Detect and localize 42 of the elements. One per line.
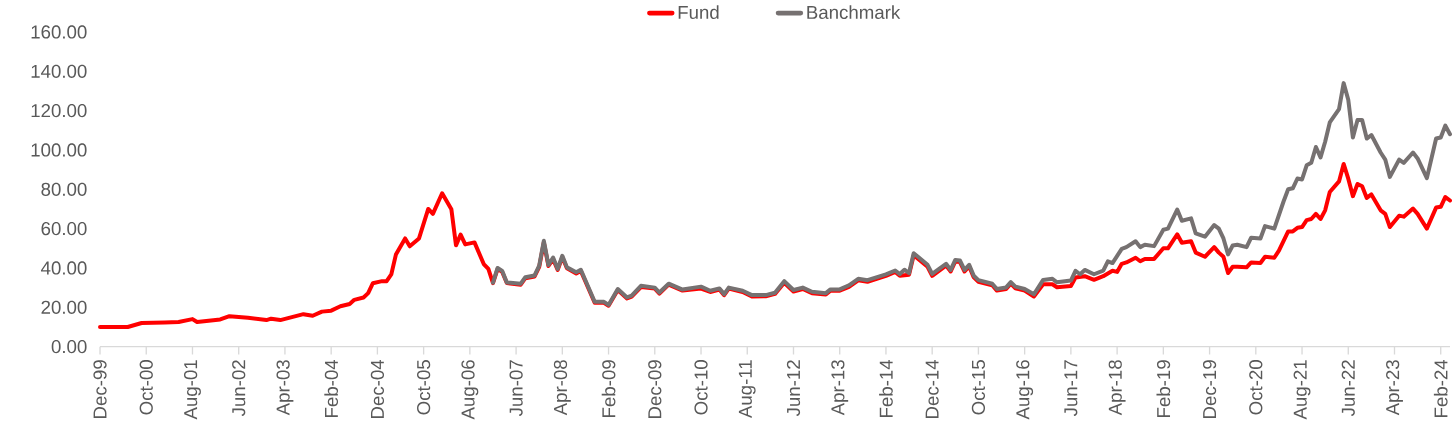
line-series xyxy=(490,81,1452,308)
x-tick-label: Feb-24 xyxy=(1433,360,1448,418)
x-tick-label: Jun-07 xyxy=(509,360,523,417)
legend-label: Fund xyxy=(678,5,719,20)
x-tick-label: Feb-04 xyxy=(324,360,339,418)
y-tick-label: 40.00 xyxy=(41,261,87,275)
x-tick-label: Feb-14 xyxy=(879,360,893,418)
x-tick-label: Dec-99 xyxy=(93,360,107,419)
y-tick-label: 80.00 xyxy=(41,182,87,197)
x-tick-label: Apr-03 xyxy=(276,360,294,416)
x-tick-label: Oct-05 xyxy=(417,360,431,415)
x-tick-label: Dec-04 xyxy=(370,360,385,419)
y-tick-label: 0.00 xyxy=(51,340,87,354)
x-tick-label: Dec-09 xyxy=(648,360,662,419)
x-tick-label: Dec-14 xyxy=(925,360,939,419)
x-tick-label: Apr-08 xyxy=(553,360,571,416)
y-tick-label: 100.00 xyxy=(31,143,87,157)
x-tick-label: Aug-01 xyxy=(184,360,201,420)
x-tick-label: Apr-18 xyxy=(1108,360,1126,416)
y-tick-label: 140.00 xyxy=(31,64,87,79)
x-tick-label: Oct-10 xyxy=(694,360,708,415)
x-tick-label: Apr-13 xyxy=(831,360,849,416)
x-tick-label: Jun-17 xyxy=(1064,360,1078,417)
legend-label: Banchmark xyxy=(807,5,901,20)
x-tick-label: Aug-16 xyxy=(1016,360,1034,420)
x-tick-label: Aug-06 xyxy=(461,360,479,420)
x-tick-label: Oct-15 xyxy=(971,360,986,415)
x-tick-label: Jun-12 xyxy=(786,360,801,417)
x-tick-label: Oct-20 xyxy=(1249,360,1263,415)
y-tick-label: 60.00 xyxy=(41,222,87,236)
x-tick-label: Apr-23 xyxy=(1386,360,1403,416)
y-tick-label: 20.00 xyxy=(41,300,87,315)
x-tick-label: Oct-00 xyxy=(139,360,153,415)
y-tick-label: 160.00 xyxy=(31,25,87,39)
y-tick-label: 120.00 xyxy=(31,104,87,118)
x-tick-label: Feb-19 xyxy=(1156,360,1171,418)
x-tick-label: Jun-22 xyxy=(1341,360,1355,417)
x-tick-label: Aug-11 xyxy=(738,360,756,419)
x-tick-label: Feb-09 xyxy=(601,360,616,418)
x-tick-label: Aug-21 xyxy=(1293,360,1311,420)
x-tick-label: Dec-19 xyxy=(1202,360,1217,419)
x-tick-label: Jun-02 xyxy=(232,360,246,417)
